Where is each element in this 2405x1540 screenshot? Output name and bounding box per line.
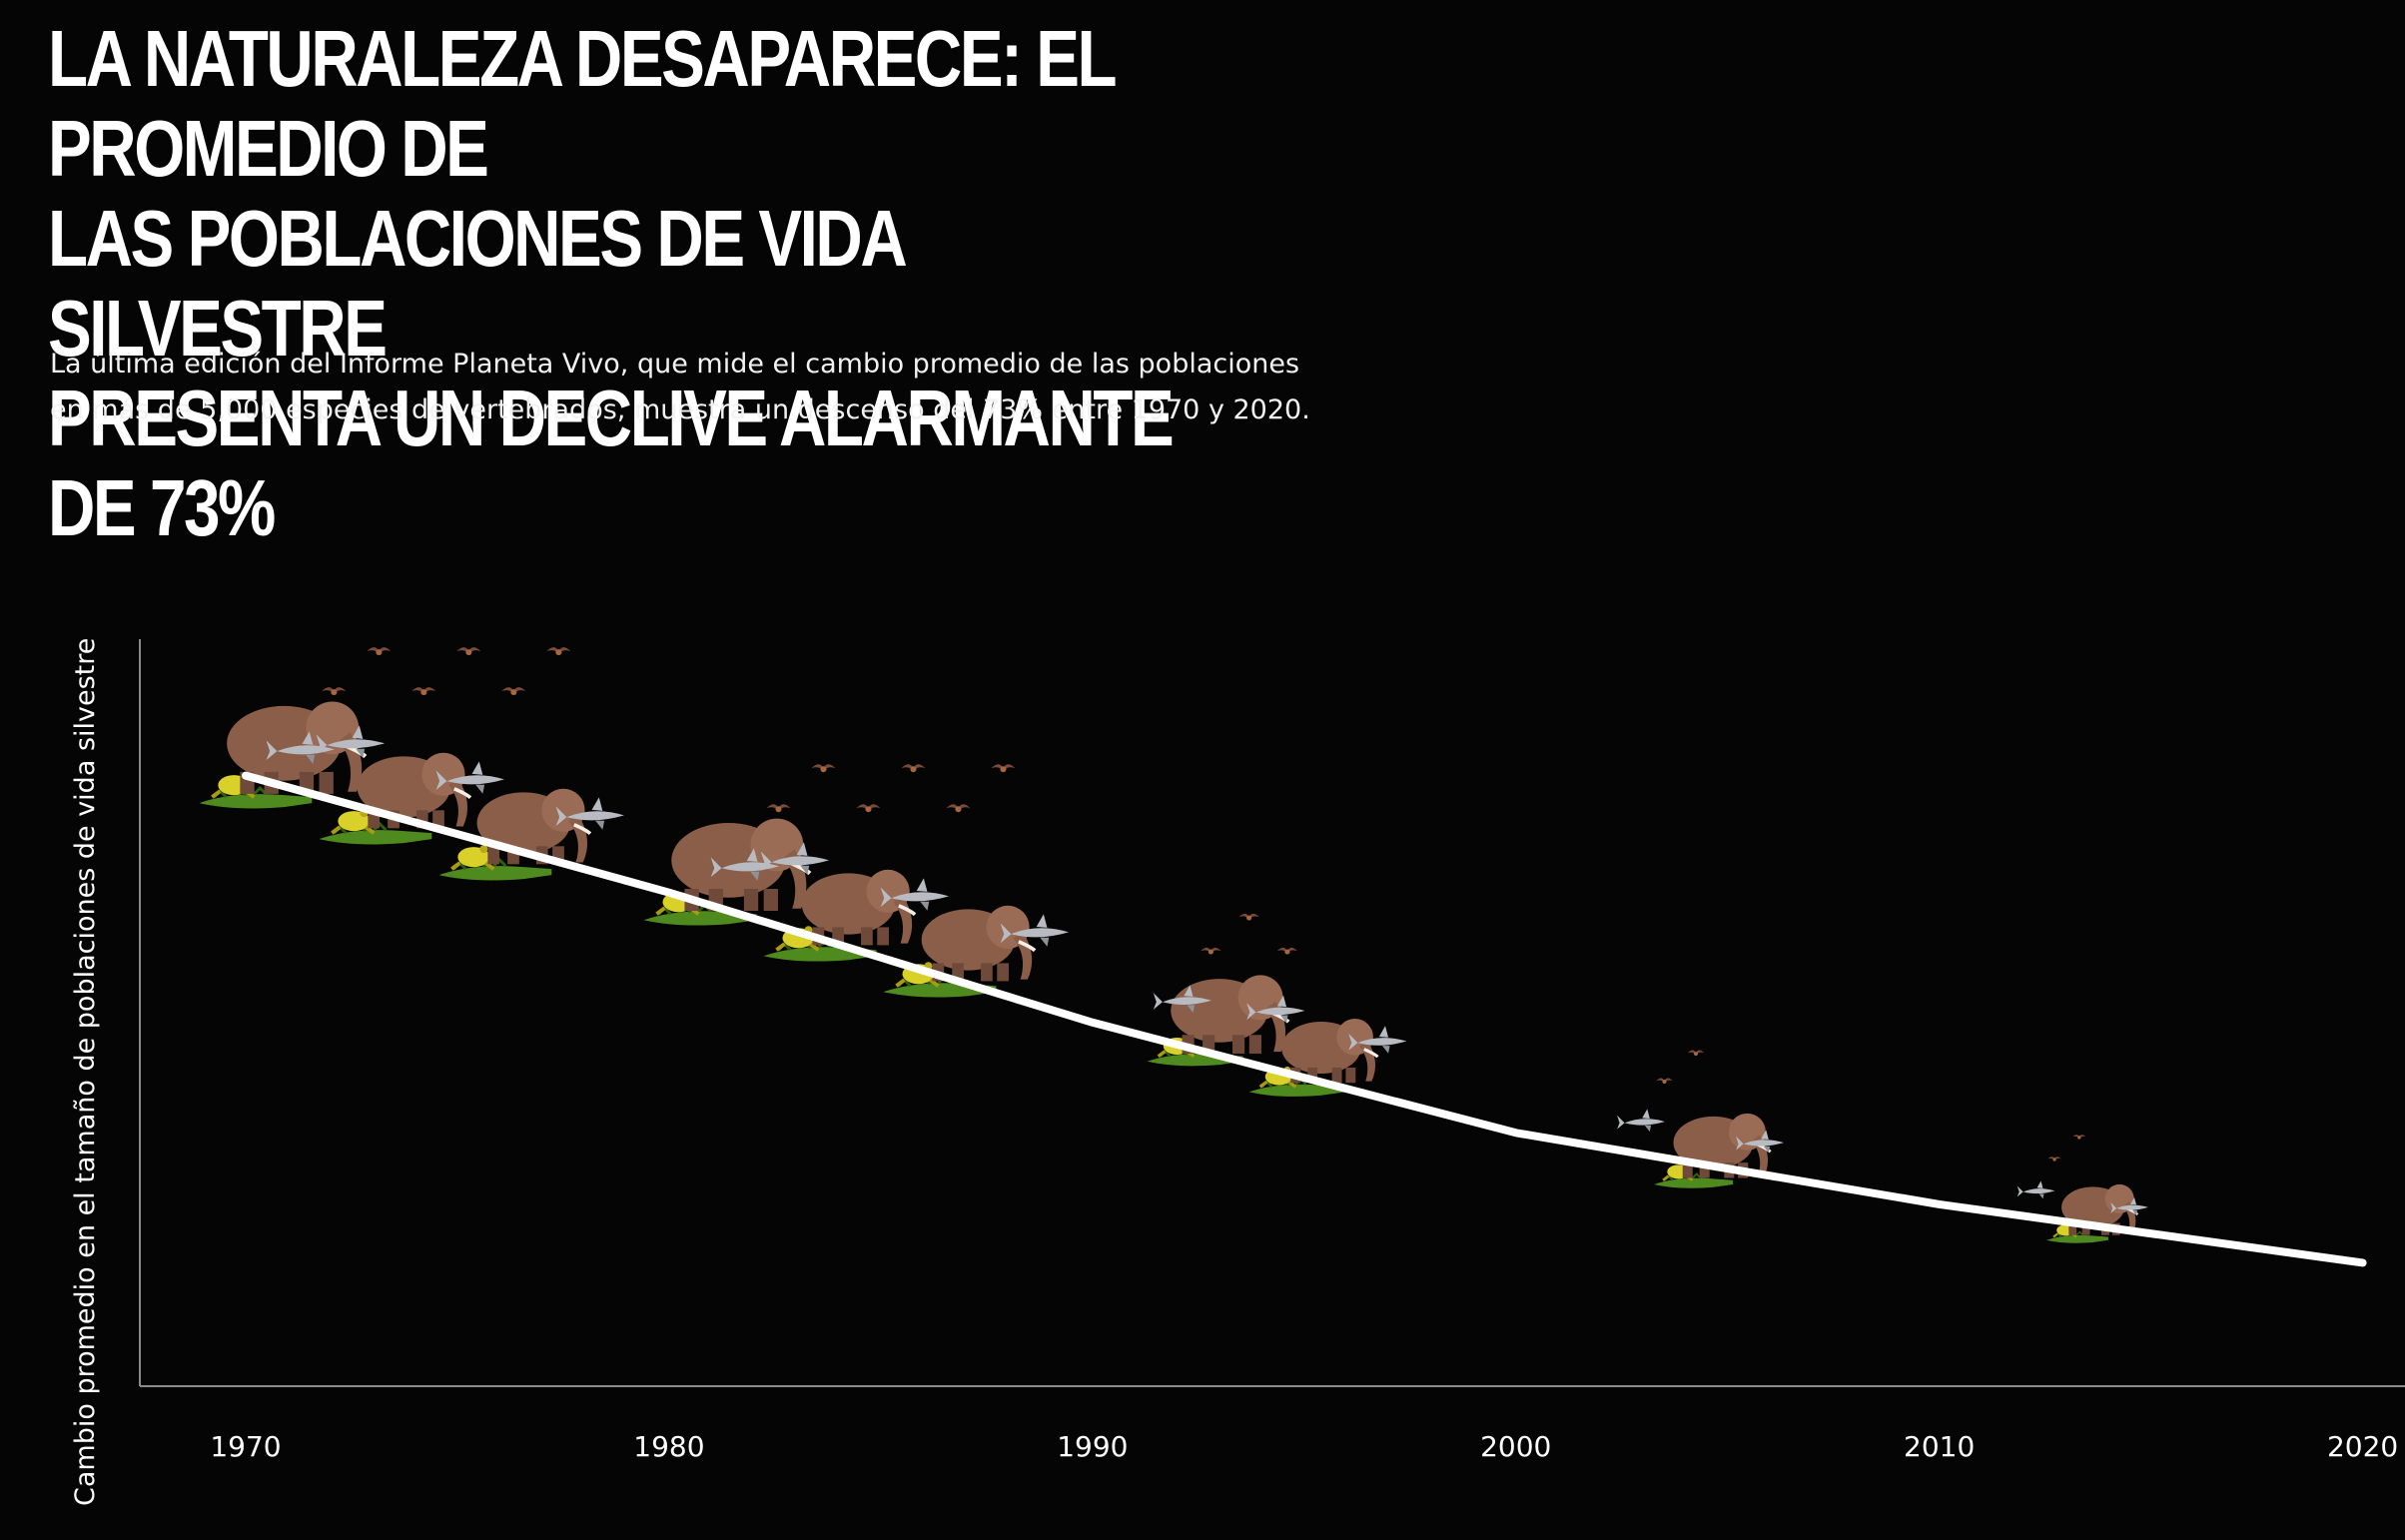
elephant-icon bbox=[357, 752, 472, 829]
bird-icon bbox=[456, 647, 481, 656]
elephant-icon bbox=[476, 788, 592, 865]
bird-icon bbox=[1238, 913, 1259, 921]
shark-icon bbox=[1348, 1026, 1407, 1054]
bird-icon bbox=[1656, 1078, 1673, 1085]
title-line: LA NATURALEZA DESAPARECE: EL PROMEDIO DE bbox=[48, 14, 1116, 193]
subtitle-line: en más de 5,000 especies de vertebrados,… bbox=[50, 394, 1310, 425]
title-line: PRESENTA UN DECLIVE ALARMANTE DE 73% bbox=[48, 374, 1175, 552]
x-tick-label: 2010 bbox=[1904, 1430, 1975, 1463]
shark-icon bbox=[555, 797, 624, 830]
frog-icon bbox=[450, 845, 495, 871]
shark-icon bbox=[1736, 1130, 1784, 1154]
elephant-icon bbox=[1673, 1113, 1772, 1178]
bird-icon bbox=[856, 804, 881, 813]
animal-cluster bbox=[643, 764, 1070, 998]
bird-icon bbox=[1201, 947, 1221, 955]
frog-icon bbox=[331, 809, 376, 835]
bird-icon bbox=[1276, 947, 1298, 955]
subtitle: La última edición del Informe Planeta Vi… bbox=[50, 342, 1348, 433]
shark-icon bbox=[2016, 1180, 2055, 1199]
bird-icon bbox=[991, 764, 1016, 773]
bird-icon bbox=[501, 687, 526, 696]
shark-icon bbox=[1246, 995, 1305, 1024]
shark-icon bbox=[1000, 914, 1070, 947]
subtitle-line: La última edición del Informe Planeta Vi… bbox=[50, 349, 1300, 380]
bird-icon bbox=[1687, 1050, 1705, 1057]
bird-icon bbox=[2047, 1156, 2061, 1161]
series bbox=[242, 771, 2367, 1267]
bird-icon bbox=[946, 804, 971, 813]
shark-icon bbox=[880, 878, 950, 911]
animal-cluster bbox=[199, 647, 624, 881]
elephant-icon bbox=[801, 869, 917, 946]
animal-illustrations bbox=[199, 647, 2148, 1243]
elephant-icon bbox=[921, 905, 1037, 982]
shark-icon bbox=[2110, 1197, 2148, 1215]
series-line bbox=[242, 771, 2367, 1267]
bird-icon bbox=[766, 804, 791, 813]
shark-icon bbox=[435, 761, 504, 794]
bird-icon bbox=[322, 687, 347, 696]
bird-icon bbox=[411, 687, 436, 696]
x-tick-label: 2000 bbox=[1480, 1430, 1551, 1463]
axes bbox=[139, 639, 2405, 1387]
x-tick-label: 1970 bbox=[210, 1430, 281, 1463]
crocodile-icon bbox=[1654, 1171, 1734, 1188]
animal-cluster bbox=[1147, 913, 1407, 1097]
bird-icon bbox=[367, 647, 392, 656]
x-tick-label: 1990 bbox=[1057, 1430, 1128, 1463]
shark-icon bbox=[1617, 1109, 1665, 1133]
x-ticks: 1970 1980 1990 2000 2010 2020 bbox=[210, 1430, 2398, 1463]
bird-icon bbox=[546, 647, 571, 656]
shark-icon bbox=[1153, 985, 1211, 1013]
bird-icon bbox=[811, 764, 836, 773]
bird-icon bbox=[901, 764, 926, 773]
x-tick-label: 2020 bbox=[2327, 1430, 2398, 1463]
bird-icon bbox=[2072, 1135, 2086, 1140]
title-line: LAS POBLACIONES DE VIDA SILVESTRE bbox=[48, 194, 905, 373]
page-title: LA NATURALEZA DESAPARECE: EL PROMEDIO DE… bbox=[48, 14, 1179, 553]
shark-icon bbox=[710, 848, 780, 881]
animal-cluster bbox=[1617, 1050, 1784, 1188]
x-tick-label: 1980 bbox=[633, 1430, 704, 1463]
crocodile-icon bbox=[2045, 1230, 2108, 1243]
